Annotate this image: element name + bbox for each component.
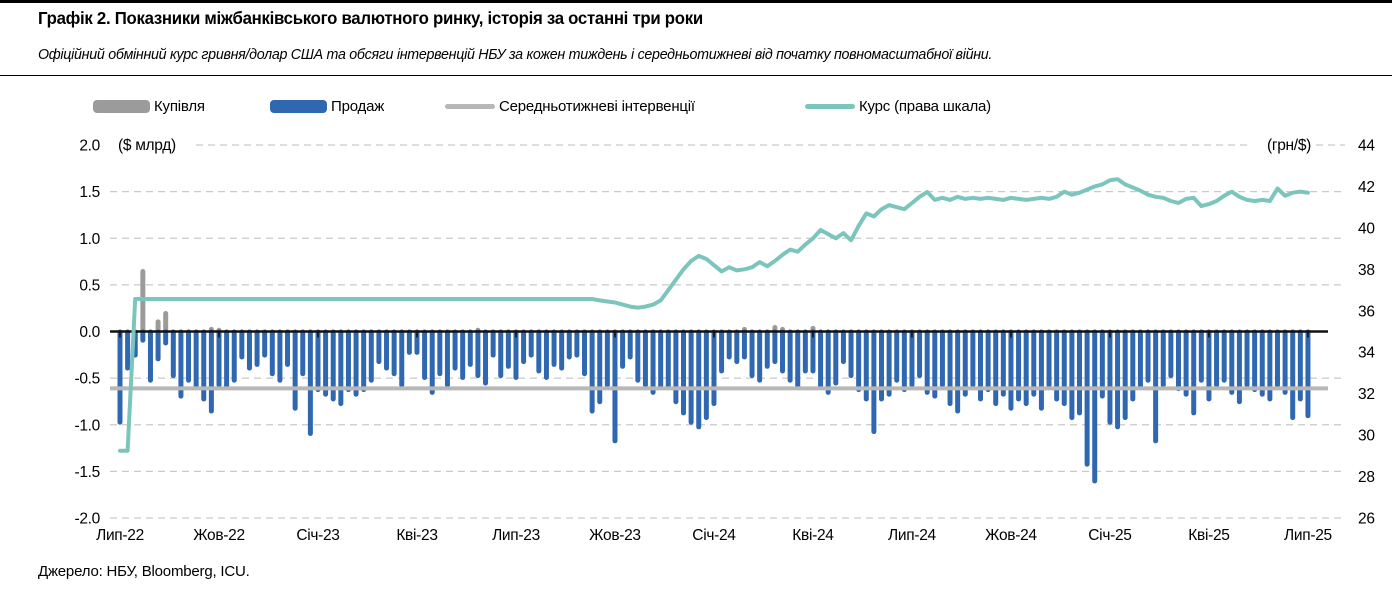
- source-note: Джерело: НБУ, Bloomberg, ICU.: [38, 563, 250, 580]
- right-axis-tick: 36: [1358, 303, 1375, 320]
- x-axis-tick: Кві-25: [1188, 527, 1229, 544]
- x-axis-tick: Жов-23: [589, 527, 641, 544]
- right-axis-tick: 32: [1358, 386, 1375, 403]
- x-axis-tick: Кві-23: [396, 527, 437, 544]
- right-axis-tick: 38: [1358, 262, 1375, 279]
- left-axis-tick: -2.0: [74, 511, 100, 528]
- x-axis-tick: Січ-25: [1088, 527, 1131, 544]
- left-axis-unit-label: ($ млрд): [118, 137, 176, 154]
- legend-item-3: Середньотижневі інтервенції: [445, 94, 695, 118]
- legend-bar-swatch: [93, 99, 150, 113]
- legend-line-swatch: [445, 103, 495, 109]
- right-axis-tick: 26: [1358, 511, 1375, 528]
- header-divider: [0, 75, 1392, 76]
- left-axis-tick: -0.5: [74, 371, 100, 388]
- legend-item-1: Купівля: [93, 94, 205, 118]
- x-axis-tick: Січ-24: [692, 527, 736, 544]
- chart-subtitle: Офіційний обмінний курс гривня/долар США…: [38, 46, 993, 63]
- legend-line-swatch: [805, 103, 855, 109]
- x-axis-tick: Лип-22: [96, 527, 144, 544]
- x-axis-tick: Кві-24: [792, 527, 834, 544]
- right-axis-tick: 44: [1358, 138, 1375, 155]
- x-axis-tick: Лип-23: [492, 527, 540, 544]
- exchange-rate-line: [118, 177, 1310, 453]
- axis-labels: 2.0 1.5 1.0 0.5 0.0 -0.5 -1.0 -1.5 -2.0 44 42 40 38 3…: [74, 137, 1375, 544]
- buy-bars: [140, 269, 816, 334]
- x-axis-tick: Жов-24: [985, 527, 1037, 544]
- legend-item-2: Продаж: [270, 94, 384, 118]
- x-axis-tick: Лип-24: [888, 527, 937, 544]
- legend-item-4: Курс (права шкала): [805, 94, 991, 118]
- x-axis-tick: Жов-22: [193, 527, 245, 544]
- legend-label: Продаж: [331, 97, 385, 115]
- left-axis-tick: 0.0: [79, 324, 100, 341]
- left-axis-tick: 1.0: [79, 231, 100, 248]
- chart-legend: Купівля Продаж Середньотижневі інтервенції…: [0, 94, 1392, 118]
- left-axis-tick: 0.5: [79, 277, 100, 294]
- right-axis-tick: 28: [1358, 469, 1375, 486]
- right-axis-tick: 42: [1358, 179, 1375, 196]
- left-axis-tick: 1.5: [79, 184, 100, 201]
- right-axis-tick: 34: [1358, 345, 1375, 362]
- x-axis-tick: Лип-25: [1284, 527, 1332, 544]
- x-axis-tick: Січ-23: [296, 527, 339, 544]
- legend-label: Купівля: [154, 97, 205, 115]
- legend-bar-swatch: [270, 99, 327, 113]
- top-rule: [0, 0, 1392, 3]
- sell-bars: [117, 329, 1311, 484]
- zero-axis-line: [110, 330, 1328, 338]
- right-axis-unit-label: (грн/$): [1267, 137, 1311, 154]
- right-axis-tick: 30: [1358, 428, 1375, 445]
- right-axis-tick: 40: [1358, 220, 1375, 237]
- legend-label: Курс (права шкала): [859, 97, 991, 115]
- left-axis-tick: 2.0: [79, 138, 100, 155]
- left-axis-tick: -1.0: [74, 417, 100, 434]
- chart-title: Графік 2. Показники міжбанківського валю…: [38, 8, 703, 28]
- left-axis-tick: -1.5: [74, 464, 100, 481]
- legend-label: Середньотижневі інтервенції: [499, 97, 695, 115]
- fx-market-chart: 2.0 1.5 1.0 0.5 0.0 -0.5 -1.0 -1.5 -2.0 44 42 40 38 3…: [74, 137, 1375, 544]
